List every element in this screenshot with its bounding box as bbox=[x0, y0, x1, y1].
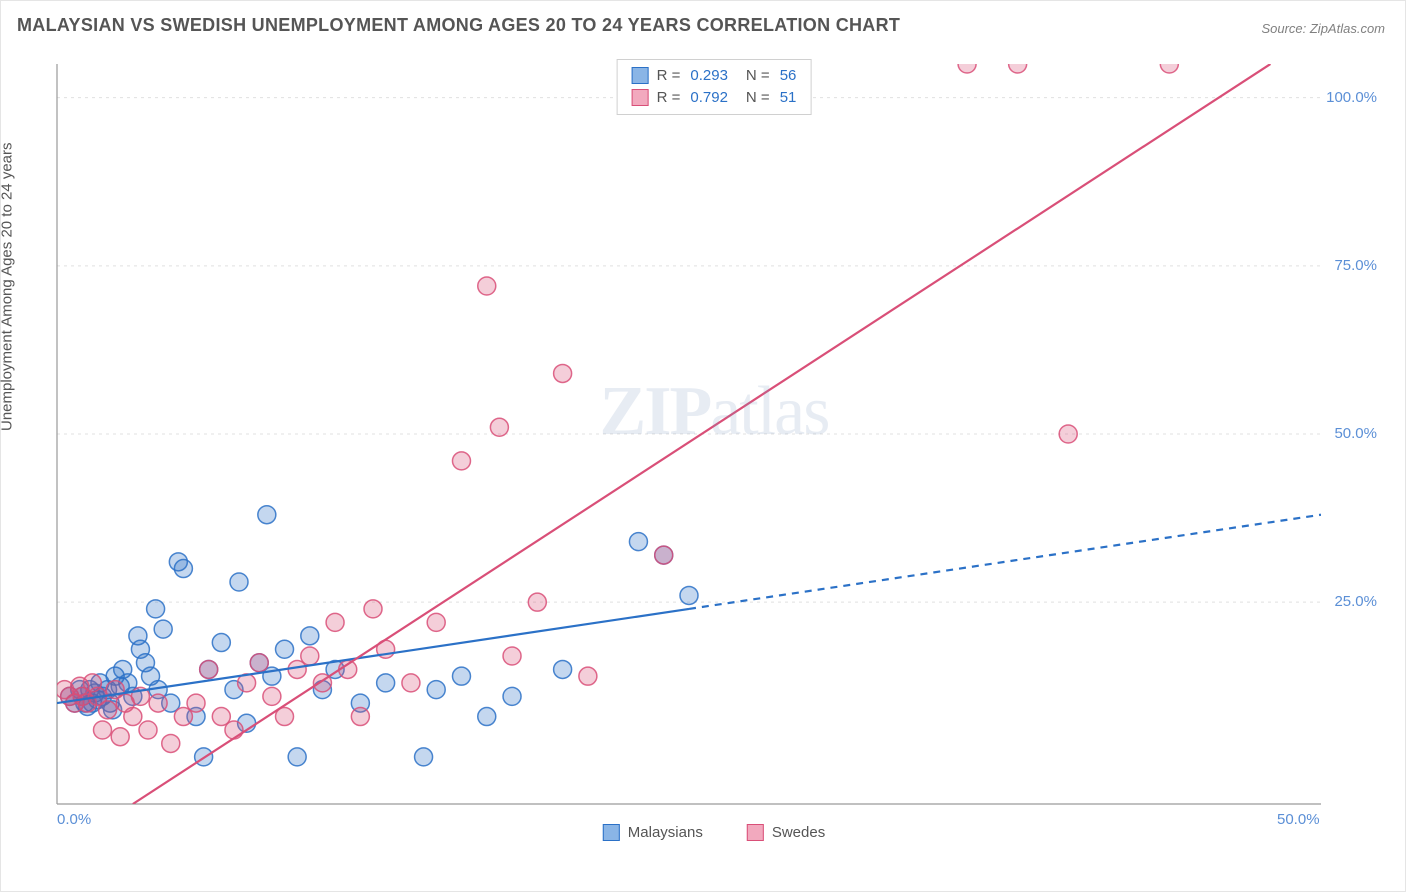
n-label: N = bbox=[746, 87, 770, 109]
data-point bbox=[528, 593, 546, 611]
data-point bbox=[162, 734, 180, 752]
y-tick-label: 75.0% bbox=[1334, 257, 1377, 274]
source-label: Source: ZipAtlas.com bbox=[1261, 21, 1385, 36]
y-tick-label: 100.0% bbox=[1326, 89, 1377, 106]
data-point bbox=[579, 667, 597, 685]
data-point bbox=[680, 586, 698, 604]
data-point bbox=[225, 721, 243, 739]
data-point bbox=[427, 681, 445, 699]
data-point bbox=[351, 708, 369, 726]
n-value-malaysians: 56 bbox=[780, 65, 797, 87]
data-point bbox=[276, 640, 294, 658]
stats-legend-box: R = 0.293 N = 56 R = 0.792 N = 51 bbox=[617, 59, 812, 115]
swatch-swedes bbox=[632, 89, 649, 106]
n-label: N = bbox=[746, 65, 770, 87]
data-point bbox=[154, 620, 172, 638]
data-point bbox=[554, 364, 572, 382]
data-point bbox=[94, 721, 112, 739]
legend-swatch-swedes bbox=[747, 824, 764, 841]
data-point bbox=[655, 546, 673, 564]
r-label: R = bbox=[657, 87, 681, 109]
data-point bbox=[147, 600, 165, 618]
chart-title: MALAYSIAN VS SWEDISH UNEMPLOYMENT AMONG … bbox=[17, 15, 900, 36]
data-point bbox=[263, 687, 281, 705]
data-point bbox=[99, 701, 117, 719]
data-point bbox=[629, 533, 647, 551]
data-point bbox=[1160, 56, 1178, 73]
data-point bbox=[452, 452, 470, 470]
data-point bbox=[452, 667, 470, 685]
data-point bbox=[187, 694, 205, 712]
trend-line-extrapolated bbox=[689, 515, 1321, 609]
data-point bbox=[301, 647, 319, 665]
legend-label-malaysians: Malaysians bbox=[628, 824, 703, 841]
x-tick-label: 0.0% bbox=[57, 811, 91, 828]
plot-area: R = 0.293 N = 56 R = 0.792 N = 51 ZIPatl… bbox=[49, 56, 1379, 846]
legend-item-swedes: Swedes bbox=[747, 824, 825, 841]
data-point bbox=[377, 674, 395, 692]
r-value-swedes: 0.792 bbox=[690, 87, 728, 109]
data-point bbox=[478, 277, 496, 295]
data-point bbox=[230, 573, 248, 591]
data-point bbox=[503, 687, 521, 705]
data-point bbox=[301, 627, 319, 645]
y-axis-label: Unemployment Among Ages 20 to 24 years bbox=[0, 142, 16, 431]
data-point bbox=[415, 748, 433, 766]
data-point bbox=[212, 634, 230, 652]
bottom-legend: Malaysians Swedes bbox=[603, 824, 825, 841]
legend-label-swedes: Swedes bbox=[772, 824, 825, 841]
data-point bbox=[258, 506, 276, 524]
data-point bbox=[326, 613, 344, 631]
y-tick-label: 50.0% bbox=[1334, 425, 1377, 442]
data-point bbox=[364, 600, 382, 618]
r-label: R = bbox=[657, 65, 681, 87]
data-point bbox=[554, 660, 572, 678]
legend-swatch-malaysians bbox=[603, 824, 620, 841]
stats-row-malaysians: R = 0.293 N = 56 bbox=[632, 65, 797, 87]
data-point bbox=[250, 654, 268, 672]
stats-row-swedes: R = 0.792 N = 51 bbox=[632, 87, 797, 109]
data-point bbox=[1059, 425, 1077, 443]
data-point bbox=[427, 613, 445, 631]
data-point bbox=[1009, 56, 1027, 73]
data-point bbox=[149, 694, 167, 712]
data-point bbox=[958, 56, 976, 73]
data-point bbox=[288, 748, 306, 766]
data-point bbox=[503, 647, 521, 665]
chart-svg bbox=[49, 56, 1379, 846]
data-point bbox=[490, 418, 508, 436]
data-point bbox=[174, 560, 192, 578]
data-point bbox=[478, 708, 496, 726]
x-tick-label: 50.0% bbox=[1277, 811, 1320, 828]
data-point bbox=[200, 660, 218, 678]
data-point bbox=[402, 674, 420, 692]
y-tick-label: 25.0% bbox=[1334, 593, 1377, 610]
data-point bbox=[139, 721, 157, 739]
legend-item-malaysians: Malaysians bbox=[603, 824, 703, 841]
data-point bbox=[124, 708, 142, 726]
r-value-malaysians: 0.293 bbox=[690, 65, 728, 87]
swatch-malaysians bbox=[632, 67, 649, 84]
n-value-swedes: 51 bbox=[780, 87, 797, 109]
data-point bbox=[111, 728, 129, 746]
